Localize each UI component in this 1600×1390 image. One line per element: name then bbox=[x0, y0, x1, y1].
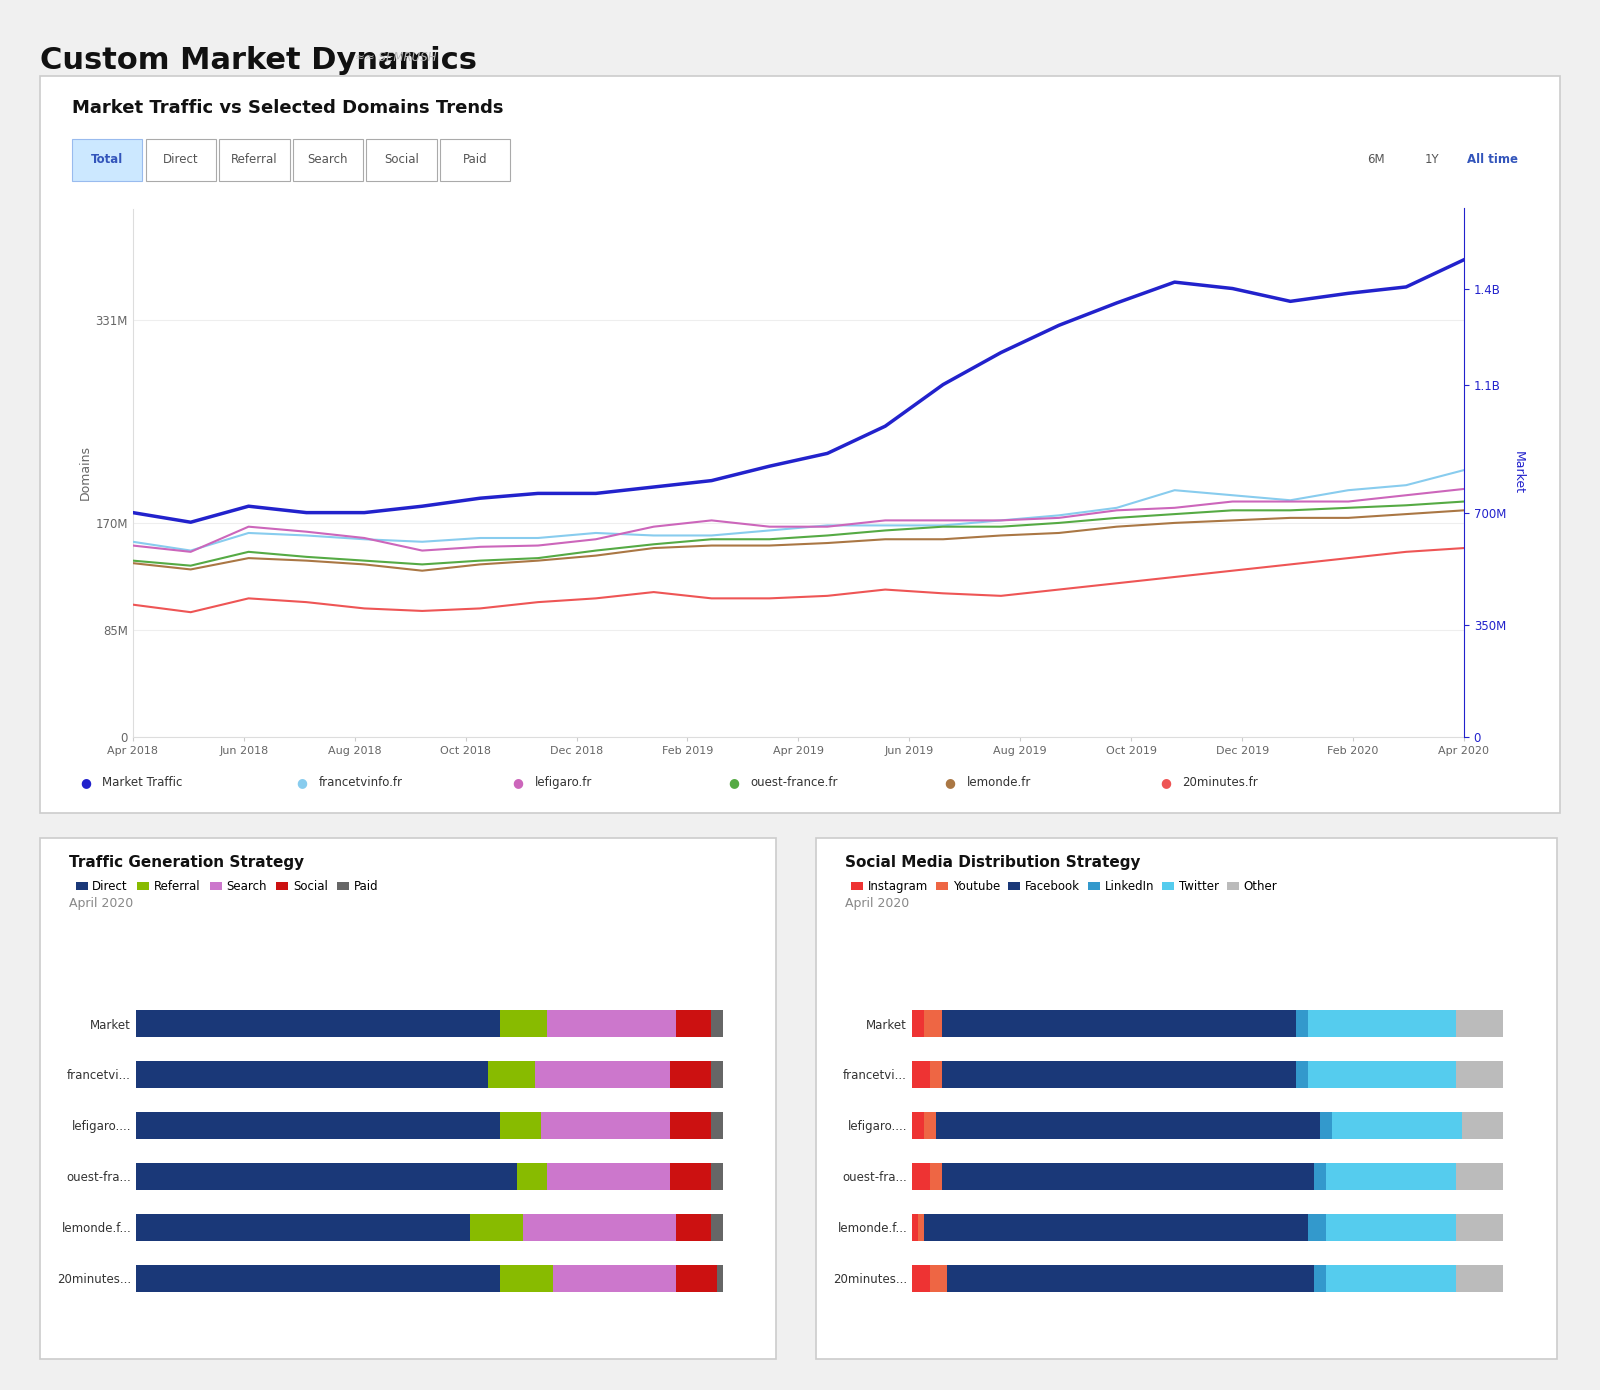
Text: All time: All time bbox=[1467, 153, 1518, 167]
Bar bbox=[499, 1112, 541, 1138]
Bar bbox=[499, 1011, 547, 1037]
Bar bbox=[1309, 1011, 1456, 1037]
Bar bbox=[710, 1213, 723, 1241]
Bar bbox=[930, 1061, 941, 1088]
Text: ●: ● bbox=[512, 776, 523, 790]
Bar bbox=[1309, 1061, 1456, 1088]
Bar bbox=[1309, 1213, 1326, 1241]
Bar bbox=[1296, 1061, 1309, 1088]
Bar bbox=[670, 1112, 710, 1138]
Bar bbox=[710, 1011, 723, 1037]
Y-axis label: Market: Market bbox=[1512, 452, 1525, 493]
Bar bbox=[499, 1265, 552, 1291]
Bar bbox=[523, 1213, 675, 1241]
Text: Direct: Direct bbox=[163, 153, 198, 167]
Bar bbox=[541, 1112, 670, 1138]
Bar bbox=[1456, 1061, 1504, 1088]
Bar bbox=[1456, 1265, 1504, 1291]
Bar bbox=[912, 1112, 923, 1138]
Text: ●: ● bbox=[728, 776, 739, 790]
Text: Referral: Referral bbox=[230, 153, 278, 167]
Bar bbox=[670, 1061, 710, 1088]
Bar bbox=[710, 1112, 723, 1138]
Text: Search: Search bbox=[307, 153, 349, 167]
Text: 6M: 6M bbox=[1366, 153, 1386, 167]
Bar bbox=[675, 1011, 710, 1037]
Bar bbox=[670, 1163, 710, 1190]
Bar bbox=[136, 1061, 488, 1088]
Text: April 2020: April 2020 bbox=[69, 897, 133, 909]
Bar bbox=[534, 1061, 670, 1088]
Bar bbox=[136, 1011, 499, 1037]
Bar bbox=[1320, 1112, 1331, 1138]
Bar bbox=[912, 1011, 923, 1037]
Text: 20minutes.fr: 20minutes.fr bbox=[1182, 776, 1258, 790]
Bar bbox=[710, 1163, 723, 1190]
Bar bbox=[923, 1011, 941, 1037]
Bar bbox=[918, 1213, 923, 1241]
Text: Paid: Paid bbox=[462, 153, 488, 167]
Bar bbox=[1326, 1213, 1456, 1241]
Text: Social Media Distribution Strategy: Social Media Distribution Strategy bbox=[845, 855, 1141, 870]
Bar bbox=[1326, 1265, 1456, 1291]
Bar bbox=[912, 1163, 930, 1190]
Bar bbox=[136, 1265, 499, 1291]
Bar bbox=[1314, 1265, 1326, 1291]
Text: ●: ● bbox=[80, 776, 91, 790]
Bar bbox=[1296, 1011, 1309, 1037]
Text: Market Traffic: Market Traffic bbox=[102, 776, 182, 790]
Bar bbox=[930, 1163, 941, 1190]
Text: ≈≈ SEMRUSH: ≈≈ SEMRUSH bbox=[355, 51, 437, 64]
Text: lefigaro.fr: lefigaro.fr bbox=[534, 776, 592, 790]
Bar bbox=[136, 1112, 499, 1138]
Bar bbox=[136, 1213, 470, 1241]
Bar bbox=[923, 1213, 1309, 1241]
Text: francetvinfo.fr: francetvinfo.fr bbox=[318, 776, 403, 790]
Bar bbox=[912, 1213, 918, 1241]
Bar bbox=[1456, 1011, 1504, 1037]
Bar bbox=[552, 1265, 675, 1291]
Bar bbox=[136, 1163, 517, 1190]
Bar bbox=[547, 1163, 670, 1190]
Bar bbox=[930, 1265, 947, 1291]
Text: 1Y: 1Y bbox=[1424, 153, 1440, 167]
Bar bbox=[947, 1265, 1314, 1291]
Text: April 2020: April 2020 bbox=[845, 897, 909, 909]
Bar bbox=[547, 1011, 675, 1037]
Text: ●: ● bbox=[296, 776, 307, 790]
Text: Market Traffic vs Selected Domains Trends: Market Traffic vs Selected Domains Trend… bbox=[72, 99, 504, 117]
Text: Total: Total bbox=[91, 153, 123, 167]
Bar bbox=[941, 1011, 1296, 1037]
Bar bbox=[1456, 1213, 1504, 1241]
Bar bbox=[1326, 1163, 1456, 1190]
Bar bbox=[912, 1061, 930, 1088]
Bar bbox=[1456, 1163, 1504, 1190]
Bar bbox=[675, 1213, 710, 1241]
Bar bbox=[941, 1163, 1314, 1190]
Text: ouest-france.fr: ouest-france.fr bbox=[750, 776, 838, 790]
Bar bbox=[675, 1265, 717, 1291]
Text: lemonde.fr: lemonde.fr bbox=[966, 776, 1030, 790]
Bar bbox=[1331, 1112, 1462, 1138]
Text: ●: ● bbox=[1160, 776, 1171, 790]
Bar bbox=[517, 1163, 547, 1190]
Text: Traffic Generation Strategy: Traffic Generation Strategy bbox=[69, 855, 304, 870]
Bar bbox=[710, 1061, 723, 1088]
Legend: Direct, Referral, Search, Social, Paid: Direct, Referral, Search, Social, Paid bbox=[70, 876, 382, 898]
Text: ●: ● bbox=[944, 776, 955, 790]
Text: Social: Social bbox=[384, 153, 419, 167]
Text: Custom Market Dynamics: Custom Market Dynamics bbox=[40, 46, 477, 75]
Bar bbox=[912, 1265, 930, 1291]
Bar bbox=[923, 1112, 936, 1138]
Bar bbox=[488, 1061, 534, 1088]
Bar bbox=[936, 1112, 1320, 1138]
Bar bbox=[941, 1061, 1296, 1088]
Bar bbox=[717, 1265, 723, 1291]
Bar bbox=[1462, 1112, 1504, 1138]
Y-axis label: Domains: Domains bbox=[78, 445, 91, 500]
Legend: Instagram, Youtube, Facebook, LinkedIn, Twitter, Other: Instagram, Youtube, Facebook, LinkedIn, … bbox=[846, 876, 1282, 898]
Bar bbox=[1314, 1163, 1326, 1190]
Bar bbox=[470, 1213, 523, 1241]
